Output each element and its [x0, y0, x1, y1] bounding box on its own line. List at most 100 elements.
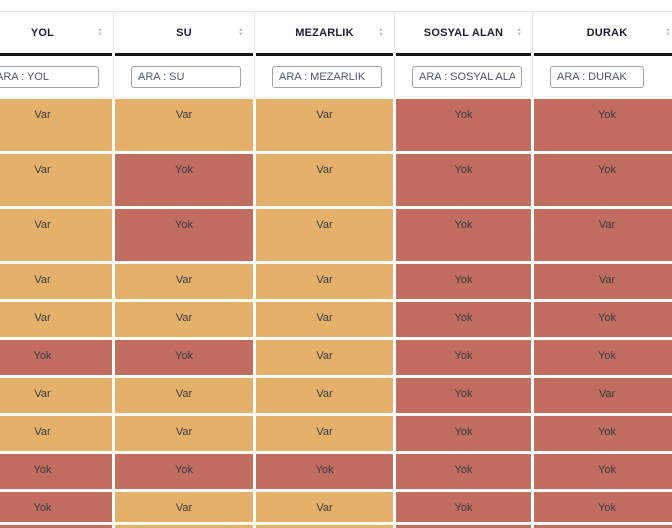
table-cell: Var [0, 378, 112, 413]
filter-cell-sosyal-alan [394, 56, 531, 97]
column-header-sosyal-alan[interactable]: SOSYAL ALAN ▲ ▼ [394, 12, 531, 56]
cell-value: Yok [175, 219, 193, 231]
filter-input-durak[interactable] [550, 65, 644, 88]
table-cell [534, 525, 672, 528]
cell-value: Yok [454, 426, 473, 438]
table-cell: Var [115, 99, 253, 151]
table-cell: Var [256, 99, 393, 151]
table-cell: Yok [115, 340, 253, 375]
table-cell: Var [115, 492, 253, 522]
cell-value: Yok [175, 464, 193, 476]
cell-value: Var [316, 109, 333, 121]
table-cell: Yok [396, 340, 531, 375]
sort-icon: ▲ ▼ [238, 26, 244, 38]
sort-icon: ▲ ▼ [665, 27, 671, 38]
sort-up-arrow-icon: ▲ [97, 26, 103, 33]
column-header-durak[interactable]: DURAK ▲ ▼ [532, 12, 672, 56]
table-row[interactable] [0, 525, 672, 528]
column-header-label: DURAK [586, 26, 628, 39]
table-cell: Yok [534, 492, 672, 522]
table-cell: Var [534, 209, 672, 261]
cell-value: Var [316, 388, 333, 400]
table-cell: Yok [115, 154, 253, 206]
table-cell: Var [256, 154, 393, 206]
cell-value: Var [34, 109, 51, 121]
filter-input-mezarlik[interactable] [272, 65, 382, 88]
table-cell: Yok [396, 264, 531, 299]
table-cell: Var [115, 264, 253, 299]
cell-value: Yok [454, 109, 473, 121]
filter-input-yol[interactable] [0, 65, 99, 88]
table-cell: Yok [396, 154, 531, 206]
table-cell: Yok [396, 99, 531, 151]
table-filter-row [0, 56, 672, 97]
table-row[interactable]: Yok Var Var Yok Yok [0, 492, 672, 522]
filter-input-sosyal-alan[interactable] [412, 65, 522, 88]
table-row[interactable]: Var Var Var Yok Var [0, 264, 672, 299]
table-row[interactable]: Var Yok Var Yok Yok [0, 154, 672, 206]
table-row[interactable]: Yok Yok Yok Yok Yok [0, 454, 672, 489]
table-cell: Yok [0, 492, 112, 522]
sort-up-arrow-icon: ▲ [238, 26, 244, 33]
cell-value: Var [316, 502, 333, 514]
table-cell: Var [0, 209, 112, 261]
table-cell: Yok [115, 209, 253, 261]
table-row[interactable]: Var Var Var Yok Yok [0, 416, 672, 451]
cell-value: Yok [598, 164, 616, 176]
sort-up-arrow-icon: ▲ [378, 26, 384, 33]
table-row[interactable]: Var Var Var Yok Var [0, 378, 672, 413]
sort-icon: ▲ ▼ [516, 27, 522, 38]
table-cell: Yok [396, 378, 531, 413]
table-cell: Yok [534, 416, 672, 451]
cell-value: Var [175, 426, 193, 438]
column-header-mezarlik[interactable]: MEZARLIK ▲ ▼ [254, 12, 393, 56]
table-row[interactable]: Var Yok Var Yok Var [0, 209, 672, 261]
cell-value: Yok [454, 164, 473, 176]
table-cell: Yok [0, 340, 112, 375]
table-cell [0, 525, 112, 528]
table-cell: Var [256, 264, 393, 299]
cell-value: Yok [454, 502, 473, 514]
table-cell: Yok [396, 302, 531, 337]
cell-value: Var [316, 219, 333, 231]
column-header-label: YOL [30, 26, 55, 39]
sort-down-arrow-icon: ▼ [238, 31, 244, 38]
cell-value: Var [316, 312, 333, 324]
table-body: Var Var Var Yok Yok Var Yok Var Yok Yok Var Yok Var Y… [0, 99, 672, 528]
table-cell: Var [0, 264, 112, 299]
column-header-label: SU [176, 26, 192, 39]
cell-value: Yok [454, 274, 473, 286]
cell-value: Var [316, 350, 333, 362]
cell-value: Var [598, 274, 616, 286]
table-cell: Var [256, 302, 393, 337]
column-header-label: SOSYAL ALAN [423, 26, 504, 39]
cell-value: Yok [598, 350, 616, 362]
table-cell: Var [0, 154, 112, 206]
filter-cell-yol [0, 56, 112, 97]
filter-input-su[interactable] [131, 65, 241, 88]
table-cell: Var [0, 99, 112, 151]
cell-value: Yok [598, 426, 616, 438]
data-table: YOL ▲ ▼ SU ▲ ▼ MEZARLIK ▲ ▼ [0, 12, 672, 528]
column-header-su[interactable]: SU ▲ ▼ [113, 12, 253, 56]
table-cell: Yok [534, 302, 672, 337]
cell-value: Yok [315, 464, 334, 476]
table-cell: Yok [534, 154, 672, 206]
cell-value: Yok [454, 388, 473, 400]
table-row[interactable]: Var Var Var Yok Yok [0, 302, 672, 337]
table-cell [115, 525, 253, 528]
column-header-yol[interactable]: YOL ▲ ▼ [0, 12, 112, 56]
table-row[interactable]: Var Var Var Yok Yok [0, 99, 672, 151]
cell-value: Var [34, 274, 51, 286]
table-cell: Var [115, 416, 253, 451]
table-cell: Yok [115, 454, 253, 489]
cell-value: Yok [454, 312, 473, 324]
table-row[interactable]: Yok Yok Var Yok Yok [0, 340, 672, 375]
table-cell: Var [256, 209, 393, 261]
table-cell [396, 525, 531, 528]
cell-value: Var [316, 274, 333, 286]
sort-down-arrow-icon: ▼ [665, 31, 671, 38]
table-cell: Yok [396, 454, 531, 489]
table-cell: Var [0, 302, 112, 337]
